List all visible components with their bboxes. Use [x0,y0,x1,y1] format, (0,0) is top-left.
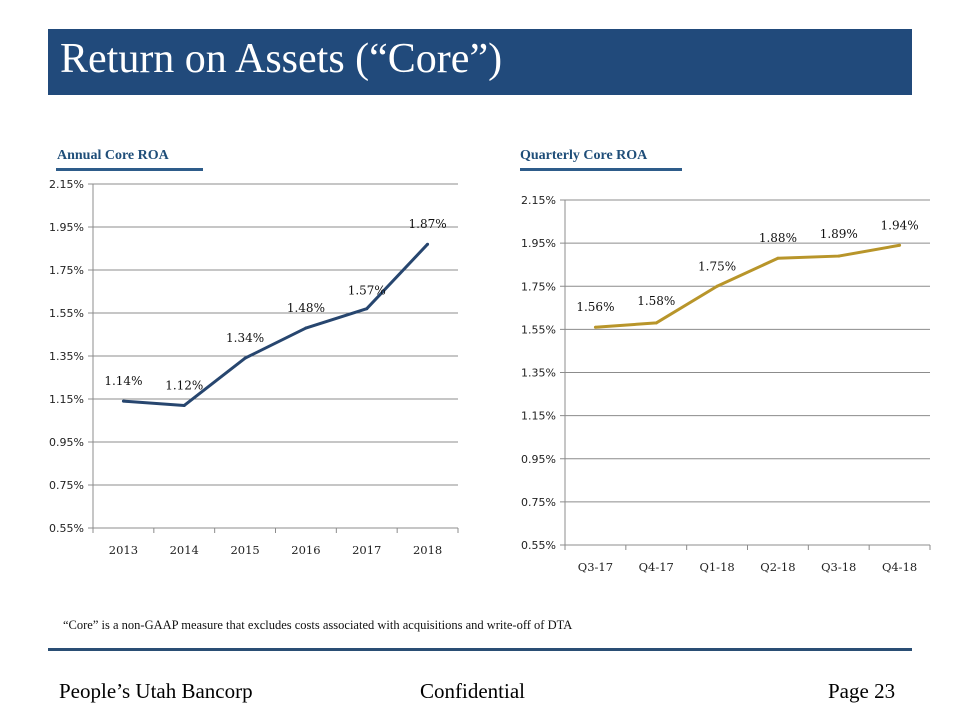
annual-data-point [365,307,369,311]
annual-data-label: 1.14% [104,374,142,388]
quarterly-ytick-label: 1.95% [521,237,556,250]
quarterly-data-point [837,254,841,258]
annual-data-point [121,399,125,403]
quarterly-data-label: 1.56% [576,300,614,314]
annual-data-point [182,403,186,407]
annual-series-line [123,243,429,407]
annual-ytick-label: 1.55% [49,307,84,320]
annual-ytick-label: 2.15% [49,178,84,191]
quarterly-chart-heading: Quarterly Core ROA [520,148,648,163]
quarterly-data-label: 1.75% [698,259,736,273]
annual-data-point [426,242,430,246]
annual-chart-heading: Annual Core ROA [57,148,169,163]
annual-ytick-label: 0.75% [49,479,84,492]
quarterly-x-label: Q4-18 [882,560,917,574]
quarterly-ytick-label: 2.15% [521,194,556,207]
annual-x-label: 2016 [291,543,320,557]
annual-x-label: 2013 [109,543,138,557]
annual-data-label: 1.48% [287,301,325,315]
annual-x-label: 2015 [230,543,259,557]
annual-data-label: 1.12% [165,378,203,392]
annual-data-point [243,356,247,360]
annual-ytick-label: 1.35% [49,350,84,363]
footer-company: People’s Utah Bancorp [59,679,253,703]
quarterly-data-label: 1.88% [759,231,797,245]
quarterly-data-label: 1.89% [820,227,858,241]
page-title: Return on Assets (“Core”) [60,36,503,82]
annual-data-label: 1.57% [348,284,386,298]
quarterly-ytick-label: 1.35% [521,367,556,380]
footnote: “Core” is a non-GAAP measure that exclud… [63,618,573,632]
quarterly-data-point [593,325,597,329]
annual-x-label: 2014 [170,543,199,557]
quarterly-x-label: Q1-18 [699,560,734,574]
quarterly-ytick-label: 1.75% [521,280,556,293]
footer-rule [48,648,912,651]
quarterly-x-label: Q2-18 [760,560,795,574]
quarterly-data-label: 1.58% [637,294,675,308]
quarterly-ytick-label: 1.15% [521,410,556,423]
annual-x-label: 2018 [413,543,442,557]
footer-page-number: Page 23 [828,679,896,703]
annual-heading-underline [56,168,203,171]
quarterly-heading-underline [520,168,682,171]
annual-ytick-label: 1.15% [49,393,84,406]
footer-confidential: Confidential [420,679,525,703]
quarterly-ytick-label: 0.75% [521,496,556,509]
annual-data-label: 1.87% [409,217,447,231]
quarterly-ytick-label: 0.55% [521,539,556,552]
annual-x-label: 2017 [352,543,381,557]
quarterly-data-point [715,284,719,288]
annual-ytick-label: 0.95% [49,436,84,449]
title-bar: Return on Assets (“Core”) [48,29,912,95]
quarterly-data-point [898,243,902,247]
quarterly-x-label: Q3-17 [578,560,613,574]
quarterly-data-label: 1.94% [881,218,919,232]
annual-data-point [304,326,308,330]
quarterly-data-point [776,256,780,260]
quarterly-ytick-label: 0.95% [521,453,556,466]
quarterly-series-line [595,243,900,329]
annual-ytick-label: 0.55% [49,522,84,535]
quarterly-ytick-label: 1.55% [521,323,556,336]
annual-ytick-label: 1.75% [49,264,84,277]
quarterly-x-label: Q3-18 [821,560,856,574]
annual-ytick-label: 1.95% [49,221,84,234]
quarterly-data-point [654,321,658,325]
quarterly-x-label: Q4-17 [639,560,674,574]
annual-data-label: 1.34% [226,331,264,345]
